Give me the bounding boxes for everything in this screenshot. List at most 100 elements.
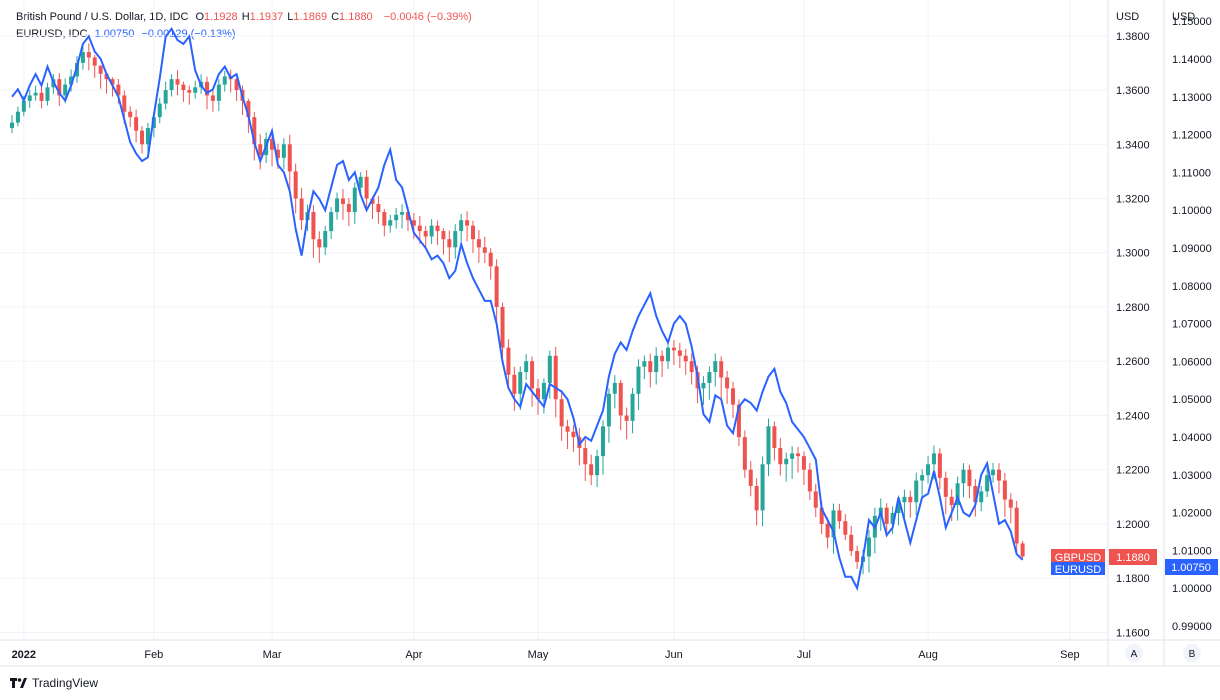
candle xyxy=(39,86,44,109)
candle xyxy=(996,463,1001,494)
candle xyxy=(920,469,925,497)
candle xyxy=(57,73,62,107)
right-scale-label: B xyxy=(1189,649,1196,660)
candle xyxy=(411,213,416,239)
candle xyxy=(713,353,718,387)
candle xyxy=(890,506,895,534)
candle xyxy=(530,356,535,407)
candle xyxy=(961,463,966,498)
legend-close: 1.1880 xyxy=(339,11,373,23)
right-tick-label: 1.04000 xyxy=(1172,432,1212,444)
legend-high: 1.1937 xyxy=(249,11,284,23)
time-axis[interactable]: 2022 Feb Mar Apr May Jun Jul Aug Sep xyxy=(12,649,1080,661)
candle xyxy=(394,208,399,229)
candle xyxy=(323,225,328,255)
gbpusd-price-badge: GBPUSD 1.1880 xyxy=(1051,549,1157,565)
legend-low: 1.1869 xyxy=(293,11,328,23)
time-tick-label: Jun xyxy=(665,649,683,661)
candle xyxy=(317,231,322,263)
eurusd-price-badge: EURUSD 1.00750 xyxy=(1051,559,1218,576)
candle xyxy=(441,228,446,255)
candle xyxy=(358,172,363,194)
candle xyxy=(855,545,860,569)
candle xyxy=(181,81,186,102)
right-tick-label: 1.06000 xyxy=(1172,356,1212,368)
candle xyxy=(991,462,996,483)
candle xyxy=(281,138,286,170)
candle xyxy=(760,456,765,527)
left-axis-unit: USD xyxy=(1116,11,1139,23)
candle xyxy=(80,45,85,70)
candle xyxy=(352,182,357,224)
candle xyxy=(210,89,215,112)
right-tick-label: 1.05000 xyxy=(1172,394,1212,406)
right-tick-label: 1.12000 xyxy=(1172,130,1212,142)
left-tick-label: 1.1600 xyxy=(1116,627,1150,639)
candle xyxy=(766,418,771,477)
left-scale-label: A xyxy=(1131,649,1138,660)
candle xyxy=(547,350,552,399)
candle xyxy=(825,517,830,549)
time-tick-label: Feb xyxy=(144,649,163,661)
candle xyxy=(565,419,570,450)
legend-main: British Pound / U.S. Dollar, 1D, IDC O1.… xyxy=(16,11,476,23)
candle xyxy=(535,379,540,415)
tradingview-logo[interactable]: TradingView xyxy=(10,676,98,690)
time-tick-label: Apr xyxy=(405,649,422,661)
candle xyxy=(340,189,345,220)
candle xyxy=(701,376,706,405)
candle xyxy=(926,456,931,484)
left-price-axis[interactable]: 1.3800 1.3600 1.3400 1.3200 1.3000 1.2800 1.26… xyxy=(1116,31,1150,640)
left-tick-label: 1.2600 xyxy=(1116,356,1150,368)
candle xyxy=(654,347,659,385)
candle xyxy=(1002,472,1007,517)
eurusd-badge-value: 1.00750 xyxy=(1171,562,1211,574)
candle xyxy=(689,353,694,385)
left-tick-label: 1.1800 xyxy=(1116,573,1150,585)
candle xyxy=(967,464,972,499)
candle xyxy=(937,448,942,490)
candle xyxy=(677,342,682,368)
candle xyxy=(270,133,275,167)
candle xyxy=(790,446,795,479)
candle xyxy=(27,89,32,108)
candle xyxy=(488,248,493,280)
time-tick-label: Jul xyxy=(797,649,811,661)
right-tick-label: 1.09000 xyxy=(1172,243,1212,255)
candle xyxy=(234,77,239,101)
right-price-axis[interactable]: 1.15000 1.14000 1.13000 1.12000 1.11000 1.100… xyxy=(1172,16,1212,633)
candle xyxy=(193,80,198,99)
candle xyxy=(589,454,594,486)
candle xyxy=(748,461,753,497)
candle xyxy=(872,507,877,554)
right-tick-label: 1.07000 xyxy=(1172,319,1212,331)
legend-high-label: H xyxy=(241,11,250,23)
candle xyxy=(252,112,257,161)
legend-close-label: C xyxy=(331,11,340,23)
candle xyxy=(175,70,180,96)
candle xyxy=(595,449,600,488)
candle xyxy=(524,353,529,380)
legend-main-symbol: British Pound / U.S. Dollar, 1D, IDC xyxy=(16,11,189,23)
left-tick-label: 1.3400 xyxy=(1116,139,1150,151)
right-scale-button[interactable]: B xyxy=(1183,644,1201,662)
candle xyxy=(583,439,588,482)
right-tick-label: 1.08000 xyxy=(1172,281,1212,293)
time-tick-label: Sep xyxy=(1060,649,1080,661)
right-tick-label: 0.99000 xyxy=(1172,621,1212,633)
legend-compare-symbol: EURUSD, IDC xyxy=(16,28,88,40)
right-tick-label: 1.13000 xyxy=(1172,92,1212,104)
candle xyxy=(423,225,428,249)
left-tick-label: 1.2800 xyxy=(1116,302,1150,314)
candle xyxy=(470,220,475,254)
left-tick-label: 1.2400 xyxy=(1116,410,1150,422)
left-tick-label: 1.2000 xyxy=(1116,519,1150,531)
right-axis-unit: USD xyxy=(1172,11,1195,23)
left-scale-button[interactable]: A xyxy=(1125,644,1143,662)
candle xyxy=(559,389,564,441)
candle xyxy=(553,346,558,418)
legend-open: 1.1928 xyxy=(204,11,238,23)
candle xyxy=(601,420,605,475)
candle xyxy=(346,197,351,227)
